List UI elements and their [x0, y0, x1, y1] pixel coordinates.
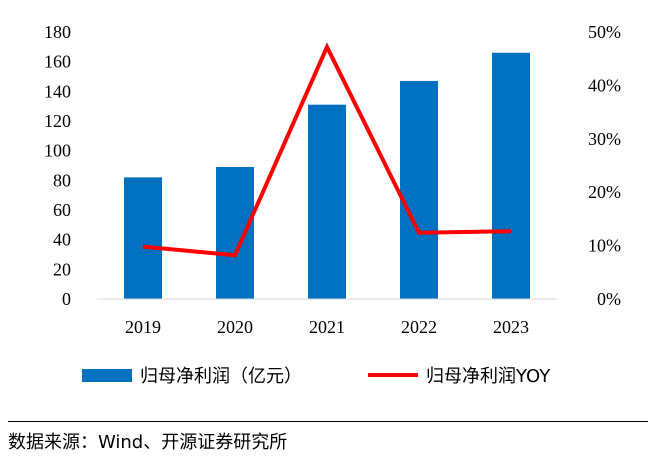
- legend-swatch-line: [368, 373, 418, 377]
- right-tick-label: 30%: [588, 129, 621, 149]
- right-tick-label: 50%: [588, 22, 621, 42]
- legend-item-line: 归母净利润YOY: [368, 360, 550, 390]
- bar-2021: [308, 104, 346, 299]
- x-tick-label: 2021: [309, 317, 345, 337]
- left-tick-label: 20: [53, 259, 71, 279]
- right-tick-label: 10%: [588, 236, 621, 256]
- x-tick-label: 2022: [401, 317, 437, 337]
- source-note: 数据来源：Wind、开源证券研究所: [8, 432, 288, 453]
- yoy-point-2022: [418, 232, 420, 234]
- yoy-point-2021: [326, 46, 328, 48]
- legend-swatch-bar: [82, 368, 132, 382]
- line-series: [142, 42, 512, 258]
- bar-2023: [492, 52, 530, 300]
- yoy-point-2023: [510, 230, 512, 232]
- divider: [8, 421, 648, 422]
- right-tick-label: 0%: [597, 289, 621, 309]
- legend-item-bar: 归母净利润（亿元）: [82, 360, 302, 390]
- chart: 0 20 40 60 80 100 120 140 160 180 0% 10% 20% 30% 40% 5…: [44, 22, 621, 337]
- right-tick-label: 20%: [588, 182, 621, 202]
- bar-2019: [124, 177, 162, 299]
- left-tick-label: 100: [44, 141, 71, 161]
- right-tick-label: 40%: [588, 75, 621, 95]
- legend-label-bar: 归母净利润（亿元）: [140, 366, 302, 387]
- legend: 归母净利润（亿元） 归母净利润YOY: [0, 360, 651, 390]
- left-tick-label: 60: [53, 200, 71, 220]
- yoy-point-2019: [142, 246, 144, 248]
- yoy-point-2020: [234, 254, 236, 256]
- bar-2022: [400, 80, 438, 299]
- left-tick-label: 140: [44, 81, 71, 101]
- left-tick-label: 180: [44, 22, 71, 42]
- left-axis: 0 20 40 60 80 100 120 140 160 180: [44, 22, 71, 309]
- right-axis: 0% 10% 20% 30% 40% 50%: [588, 22, 621, 309]
- bar-series: [124, 52, 530, 300]
- left-tick-label: 40: [53, 230, 71, 250]
- x-tick-label: 2020: [217, 317, 253, 337]
- bar-2020: [216, 166, 254, 299]
- left-tick-label: 0: [62, 289, 71, 309]
- left-tick-label: 120: [44, 111, 71, 131]
- left-tick-label: 160: [44, 52, 71, 72]
- legend-label-line: 归母净利润YOY: [426, 366, 551, 387]
- x-tick-label: 2019: [125, 317, 161, 337]
- x-tick-label: 2023: [493, 317, 529, 337]
- x-axis: 2019 2020 2021 2022 2023: [125, 317, 529, 337]
- left-tick-label: 80: [53, 170, 71, 190]
